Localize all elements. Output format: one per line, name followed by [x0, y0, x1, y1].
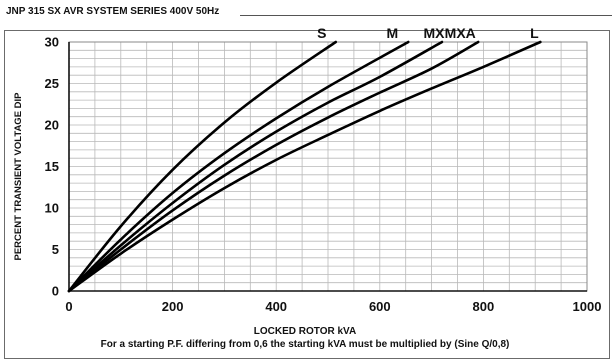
series-line-mx	[67, 40, 444, 293]
y-axis-title: PERCENT TRANSIENT VOLTAGE DIP	[13, 92, 24, 261]
series-label-mxa: MXA	[445, 25, 476, 41]
x-tick-label: 800	[473, 299, 495, 314]
x-axis-title: LOCKED ROTOR kVA	[254, 326, 356, 337]
y-tick-label: 20	[45, 118, 59, 133]
header-divider	[240, 15, 612, 16]
chart-footnote: For a starting P.F. differing from 0,6 t…	[101, 339, 510, 350]
series-label-mx: MX	[423, 25, 445, 41]
series-line-l	[67, 40, 542, 293]
series-label-s: S	[317, 25, 326, 41]
series-line-mxa	[67, 40, 480, 293]
y-tick-label: 5	[52, 242, 59, 257]
series-line-s	[67, 40, 338, 293]
y-tick-label: 0	[52, 284, 59, 299]
chart-frame	[4, 30, 610, 359]
chart-grid	[69, 42, 587, 291]
y-tick-label: 10	[45, 201, 59, 216]
chart-series	[67, 40, 542, 293]
series-label-m: M	[386, 25, 398, 41]
x-tick-label: 400	[265, 299, 287, 314]
x-tick-label: 200	[162, 299, 184, 314]
x-tick-label: 0	[65, 299, 72, 314]
chart-header-title: JNP 315 SX AVR SYSTEM SERIES 400V 50Hz	[6, 6, 220, 17]
y-tick-label: 15	[45, 159, 59, 174]
x-tick-label: 1000	[573, 299, 602, 314]
y-tick-label: 25	[45, 76, 59, 91]
series-label-l: L	[530, 25, 539, 41]
x-tick-label: 600	[369, 299, 391, 314]
chart-text-layer: 0 200 400 600 800 1000 0 5 10 15 20 25 30 LOCKED ROTO…	[13, 25, 601, 350]
chart-axes	[68, 41, 588, 292]
series-line-m	[67, 40, 410, 293]
y-tick-label: 30	[45, 35, 59, 50]
